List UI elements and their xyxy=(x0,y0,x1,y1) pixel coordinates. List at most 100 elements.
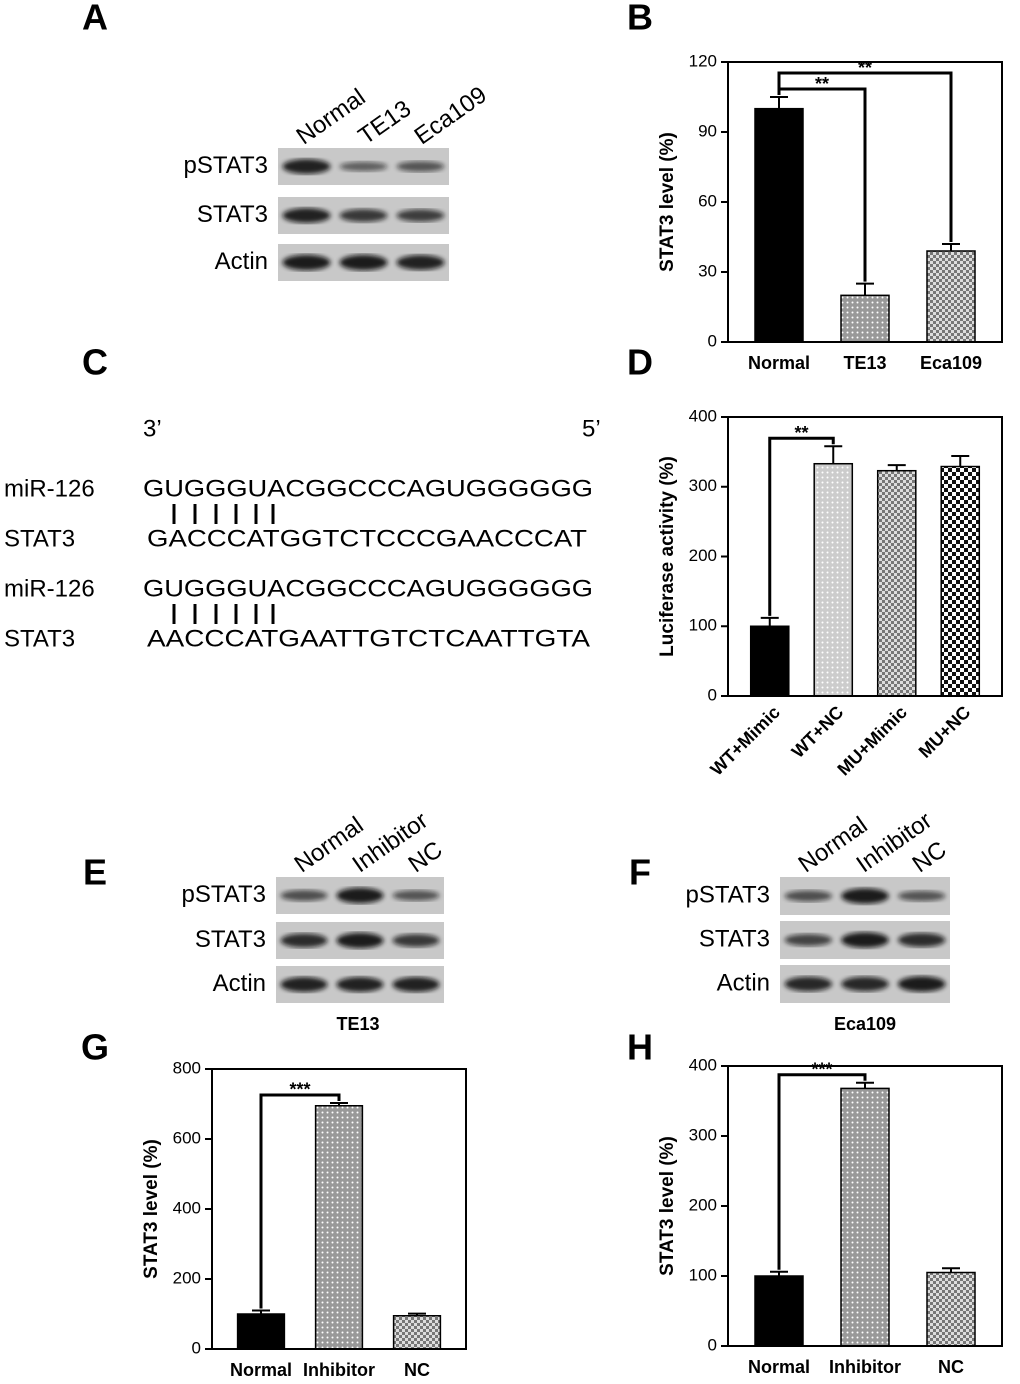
blot-band xyxy=(280,890,328,901)
bar xyxy=(926,1271,976,1347)
x-tick-label: Eca109 xyxy=(920,353,982,373)
x-tick-label: Normal xyxy=(748,1357,810,1377)
plot-frame xyxy=(727,416,1003,697)
blot-band xyxy=(841,888,889,904)
y-tick-label: 300 xyxy=(689,476,717,495)
panel-letter: E xyxy=(83,852,107,893)
blot-band xyxy=(282,159,331,174)
bar xyxy=(236,1313,286,1350)
x-tick-label: MU+NC xyxy=(915,702,975,762)
bar xyxy=(813,462,854,697)
blot-band xyxy=(897,976,946,992)
sequence: GACCCATGGTCTCCCGAACCCAT xyxy=(147,525,587,552)
y-tick-label: 0 xyxy=(708,331,717,350)
bar xyxy=(314,1105,364,1350)
plot-frame xyxy=(727,61,1003,343)
sequence-name: miR-126 xyxy=(4,475,95,502)
blot-band xyxy=(396,209,445,222)
significance-bracket xyxy=(259,1093,341,1309)
bar xyxy=(754,107,804,343)
y-tick-label: 200 xyxy=(689,546,717,565)
blot-band xyxy=(897,933,946,947)
panel-letter: A xyxy=(82,0,108,38)
row-label: Actin xyxy=(213,970,266,997)
blot-band xyxy=(336,887,384,904)
y-tick-label: 400 xyxy=(689,406,717,425)
blot-band xyxy=(282,254,331,271)
bar xyxy=(754,1275,804,1347)
blot-band xyxy=(339,161,388,172)
x-tick-label: Inhibitor xyxy=(303,1360,375,1380)
panel-letter: B xyxy=(627,0,653,38)
y-axis-label: STAT3 level (%) xyxy=(657,132,678,272)
y-axis-label: Luciferase activity (%) xyxy=(657,456,678,657)
sequence: GUGGGUACGGCCCAGUGGGGGG xyxy=(143,575,593,602)
blot-band xyxy=(841,976,889,992)
blot-band xyxy=(784,934,833,946)
significance-label: ** xyxy=(858,58,872,78)
lane-label: Eca109 xyxy=(410,81,492,150)
y-tick-label: 0 xyxy=(192,1338,201,1357)
significance-bracket xyxy=(777,1073,867,1270)
y-tick-label: 600 xyxy=(173,1128,201,1147)
blot-band xyxy=(339,209,388,222)
blot-band xyxy=(282,208,331,223)
blot-band xyxy=(841,932,889,948)
blot-band xyxy=(336,932,384,949)
bar xyxy=(926,250,976,343)
bar xyxy=(840,1087,890,1347)
y-tick-label: 0 xyxy=(708,1335,717,1354)
y-axis-label: STAT3 level (%) xyxy=(141,1139,162,1279)
y-tick-label: 100 xyxy=(689,616,717,635)
sequence-name: miR-126 xyxy=(4,575,95,602)
x-tick-label: Inhibitor xyxy=(829,1357,901,1377)
lane-label: Normal xyxy=(292,84,371,150)
blot-band xyxy=(336,977,384,992)
blot-band xyxy=(897,890,946,902)
sequence: AACCCATGAATTGTCTCAATTGTA xyxy=(147,625,590,652)
end-label: 3’ xyxy=(143,415,162,442)
blot-band xyxy=(396,255,445,270)
bar xyxy=(840,294,890,343)
row-label: pSTAT3 xyxy=(184,152,268,179)
sequence-name: STAT3 xyxy=(4,525,75,552)
row-label: pSTAT3 xyxy=(686,881,770,908)
panel-letter: C xyxy=(82,342,108,383)
y-tick-label: 400 xyxy=(689,1055,717,1074)
y-tick-label: 120 xyxy=(689,51,717,70)
significance-bracket xyxy=(777,71,953,242)
x-tick-label: WT+NC xyxy=(788,702,848,762)
y-tick-label: 400 xyxy=(173,1198,201,1217)
bar xyxy=(392,1315,442,1350)
x-tick-label: NC xyxy=(938,1357,964,1377)
blot-band xyxy=(392,934,440,947)
row-label: pSTAT3 xyxy=(182,881,266,908)
panel-letter: G xyxy=(81,1027,109,1068)
y-tick-label: 200 xyxy=(173,1268,201,1287)
x-tick-label: TE13 xyxy=(843,353,886,373)
end-label: 5’ xyxy=(582,415,601,442)
row-label: STAT3 xyxy=(195,926,266,953)
panel-letter: D xyxy=(627,342,653,383)
sequence-name: STAT3 xyxy=(4,625,75,652)
y-tick-label: 100 xyxy=(689,1265,717,1284)
blot-band xyxy=(339,254,388,271)
significance-label: *** xyxy=(289,1080,310,1100)
cell-line-label: Eca109 xyxy=(834,1014,896,1034)
significance-bracket xyxy=(768,436,835,616)
significance-label: ** xyxy=(815,74,829,94)
row-label: STAT3 xyxy=(699,925,770,952)
y-tick-label: 0 xyxy=(708,685,717,704)
y-tick-label: 90 xyxy=(698,121,717,140)
bar xyxy=(876,469,917,697)
x-tick-label: Normal xyxy=(748,353,810,373)
bar xyxy=(940,465,981,697)
y-axis-label: STAT3 level (%) xyxy=(657,1136,678,1276)
panel-letter: F xyxy=(629,852,651,893)
plot-frame xyxy=(211,1068,467,1350)
bar xyxy=(749,625,790,697)
cell-line-label: TE13 xyxy=(336,1014,379,1034)
plot-frame xyxy=(727,1065,1003,1347)
blot-band xyxy=(784,890,833,902)
blot-band xyxy=(392,977,440,992)
